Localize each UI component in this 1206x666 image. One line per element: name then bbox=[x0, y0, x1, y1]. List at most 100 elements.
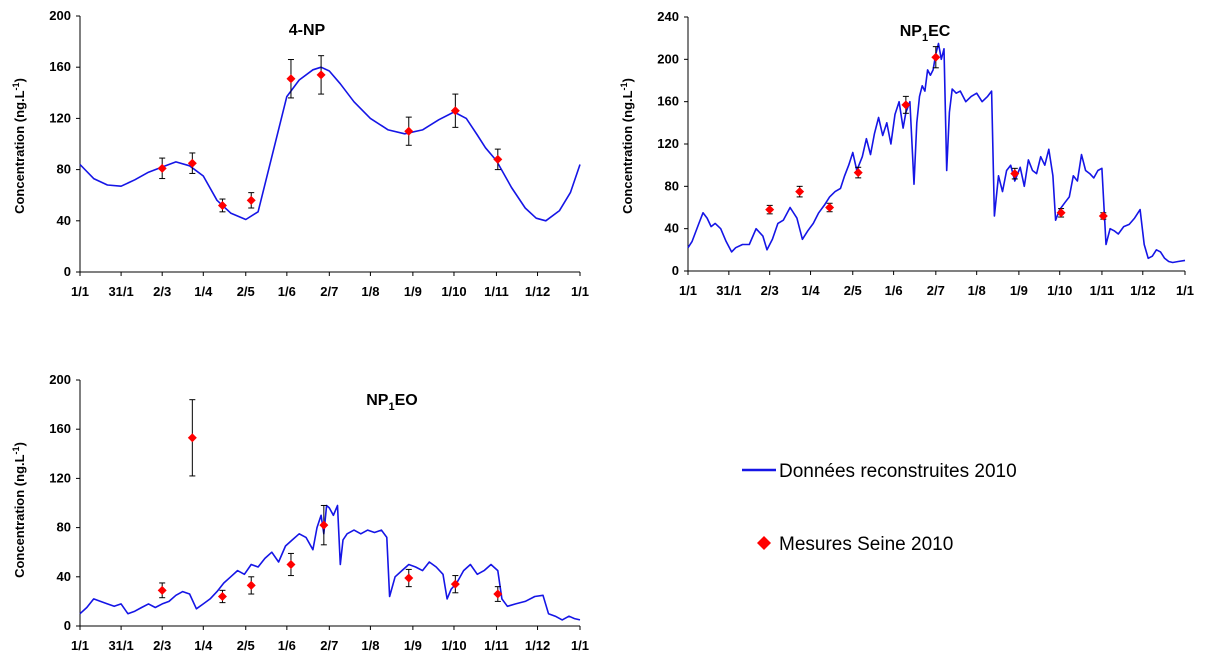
x-tick-label: 2/7 bbox=[320, 284, 338, 299]
data-point bbox=[404, 573, 414, 583]
y-tick-label: 80 bbox=[665, 178, 679, 193]
x-tick-label: 1/11 bbox=[484, 638, 509, 653]
data-point bbox=[853, 168, 863, 178]
data-point bbox=[795, 187, 805, 197]
data-point bbox=[404, 126, 414, 136]
chart-np1eo: NP1EO Concentration (ng.L-1) 0 40 80 120 160… bbox=[11, 372, 589, 653]
y-tick-label: 160 bbox=[657, 94, 679, 109]
x-tick-label: 1/6 bbox=[885, 283, 903, 298]
series-line bbox=[687, 42, 1186, 264]
x-tick-label: 1/1 bbox=[71, 638, 89, 653]
x-tick-label: 1/12 bbox=[525, 638, 550, 653]
data-point bbox=[157, 585, 167, 595]
x-tick-label: 1/8 bbox=[361, 638, 379, 653]
legend-marker-label: Mesures Seine 2010 bbox=[779, 534, 953, 555]
data-point bbox=[286, 560, 296, 569]
y-tick-label: 160 bbox=[49, 421, 71, 436]
x-tick-label: 1/1 bbox=[571, 638, 589, 653]
x-tick-label: 1/1 bbox=[1176, 283, 1194, 298]
x-tick-label: 2/3 bbox=[153, 638, 171, 653]
x-tick-label: 1/10 bbox=[441, 638, 466, 653]
legend-line-label: Données reconstruites 2010 bbox=[779, 461, 1017, 482]
data-point bbox=[901, 100, 911, 110]
x-tick-label: 1/12 bbox=[1130, 283, 1155, 298]
x-tick-label: 2/3 bbox=[153, 284, 171, 299]
y-axis-label: Concentration (ng.L-1) bbox=[619, 78, 635, 214]
x-tick-label: 1/9 bbox=[404, 284, 422, 299]
chart-title: NP1EO bbox=[366, 392, 417, 413]
data-point bbox=[450, 579, 460, 589]
x-tick-label: 31/1 bbox=[108, 638, 133, 653]
y-tick-label: 200 bbox=[49, 372, 71, 387]
data-point bbox=[217, 591, 227, 601]
y-tick-label: 0 bbox=[64, 264, 71, 279]
chart-4np: 4-NP Concentration (ng.L-1) 0 40 80 120 160 2… bbox=[11, 8, 589, 299]
data-point bbox=[1010, 169, 1020, 179]
x-tick-label: 1/12 bbox=[525, 284, 550, 299]
x-tick-label: 2/5 bbox=[237, 638, 255, 653]
y-tick-label: 200 bbox=[49, 8, 71, 23]
chart-title: 4-NP bbox=[289, 22, 326, 39]
data-point bbox=[493, 589, 503, 599]
data-point bbox=[246, 195, 256, 205]
y-axis-label: Concentration (ng.L-1) bbox=[11, 442, 27, 578]
data-point bbox=[286, 74, 296, 84]
x-tick-label: 1/10 bbox=[441, 284, 466, 299]
x-tick-label: 1/10 bbox=[1047, 283, 1072, 298]
y-tick-label: 200 bbox=[657, 51, 679, 66]
chart-np1ec: NP1EC Concentration (ng.L-1) 0 40 80 120 160… bbox=[619, 9, 1194, 298]
data-point bbox=[187, 433, 197, 443]
x-tick-label: 1/6 bbox=[278, 638, 296, 653]
x-tick-label: 1/1 bbox=[71, 284, 89, 299]
y-tick-label: 40 bbox=[57, 213, 71, 228]
x-tick-label: 31/1 bbox=[716, 283, 741, 298]
y-tick-label: 80 bbox=[57, 520, 71, 535]
x-tick-label: 1/8 bbox=[361, 284, 379, 299]
data-point bbox=[493, 154, 503, 164]
y-tick-label: 0 bbox=[672, 263, 679, 278]
x-tick-label: 1/4 bbox=[194, 638, 213, 653]
x-tick-label: 2/7 bbox=[320, 638, 338, 653]
x-tick-label: 2/7 bbox=[927, 283, 945, 298]
y-tick-label: 120 bbox=[49, 110, 71, 125]
y-tick-label: 120 bbox=[49, 470, 71, 485]
x-tick-label: 31/1 bbox=[108, 284, 133, 299]
x-tick-label: 2/5 bbox=[237, 284, 255, 299]
data-point bbox=[450, 106, 460, 116]
x-tick-label: 1/4 bbox=[194, 284, 213, 299]
y-tick-label: 160 bbox=[49, 59, 71, 74]
data-point bbox=[217, 200, 227, 210]
x-tick-label: 2/3 bbox=[761, 283, 779, 298]
x-tick-label: 1/11 bbox=[484, 284, 509, 299]
x-tick-label: 2/5 bbox=[844, 283, 862, 298]
series-line bbox=[79, 504, 581, 621]
data-point bbox=[1056, 208, 1066, 218]
data-point bbox=[246, 580, 256, 590]
x-tick-label: 1/1 bbox=[679, 283, 697, 298]
x-tick-label: 1/6 bbox=[278, 284, 296, 299]
legend-marker-swatch bbox=[757, 536, 771, 550]
y-axis-label: Concentration (ng.L-1) bbox=[11, 78, 27, 214]
y-tick-label: 240 bbox=[657, 9, 679, 24]
x-tick-label: 1/8 bbox=[968, 283, 986, 298]
chart-title: NP1EC bbox=[900, 23, 951, 44]
y-tick-label: 40 bbox=[665, 221, 679, 236]
data-point bbox=[765, 205, 775, 215]
x-tick-label: 1/1 bbox=[571, 284, 589, 299]
x-tick-label: 1/4 bbox=[802, 283, 821, 298]
x-tick-label: 1/9 bbox=[404, 638, 422, 653]
data-point bbox=[319, 520, 329, 530]
x-tick-label: 1/11 bbox=[1090, 283, 1115, 298]
x-tick-label: 1/9 bbox=[1010, 283, 1028, 298]
data-point bbox=[157, 163, 167, 173]
y-tick-label: 80 bbox=[57, 162, 71, 177]
y-tick-label: 120 bbox=[657, 136, 679, 151]
data-point bbox=[931, 52, 941, 62]
series-line bbox=[79, 66, 581, 222]
y-tick-label: 40 bbox=[57, 569, 71, 584]
data-point bbox=[187, 158, 197, 168]
legend: Données reconstruites 2010 Mesures Seine… bbox=[742, 461, 1017, 555]
y-tick-label: 0 bbox=[64, 618, 71, 633]
data-point bbox=[1098, 211, 1108, 221]
